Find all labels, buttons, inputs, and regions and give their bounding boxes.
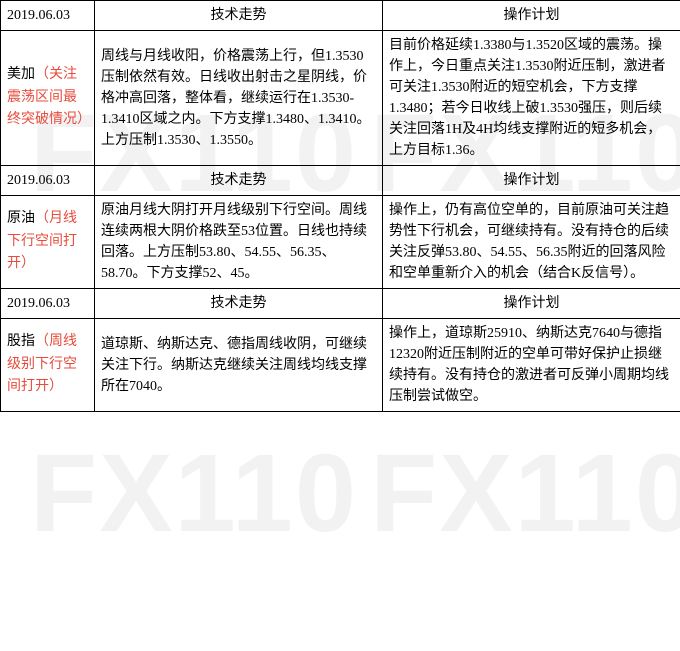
trend-cell: 原油月线大阴打开月线级别下行空间。周线连续两根大阴价格跌至53位置。日线也持续回…	[95, 196, 383, 289]
plan-cell: 操作上，仍有高位空单的，目前原油可关注趋势性下行机会，可继续持有。没有持仓的后续…	[383, 196, 680, 289]
instrument-cell: 原油（月线下行空间打开）	[1, 196, 95, 289]
date-cell: 2019.06.03	[1, 289, 95, 319]
instrument-cell: 股指（周线级别下行空间打开）	[1, 319, 95, 412]
trend-cell: 道琼斯、纳斯达克、德指周线收阴，可继续关注下行。纳斯达克继续关注周线均线支撑所在…	[95, 319, 383, 412]
watermark-text: FX110	[30, 430, 358, 557]
plan-header: 操作计划	[383, 1, 680, 31]
table-row: 原油（月线下行空间打开） 原油月线大阴打开月线级别下行空间。周线连续两根大阴价格…	[1, 196, 680, 289]
table-row: 2019.06.03 技术走势 操作计划	[1, 1, 680, 31]
trend-header: 技术走势	[95, 166, 383, 196]
plan-header: 操作计划	[383, 289, 680, 319]
instrument-name: 美加	[7, 67, 35, 82]
trend-header: 技术走势	[95, 1, 383, 31]
table-row: 2019.06.03 技术走势 操作计划	[1, 166, 680, 196]
plan-cell: 操作上，道琼斯25910、纳斯达克7640与德指12320附近压制附近的空单可带…	[383, 319, 680, 412]
trend-header: 技术走势	[95, 289, 383, 319]
instrument-name: 原油	[7, 211, 35, 226]
watermark-text: FX110	[370, 430, 680, 557]
analysis-table: 2019.06.03 技术走势 操作计划 美加（关注震荡区间最终突破情况） 周线…	[0, 0, 680, 412]
instrument-name: 股指	[7, 334, 35, 349]
instrument-cell: 美加（关注震荡区间最终突破情况）	[1, 31, 95, 166]
date-cell: 2019.06.03	[1, 166, 95, 196]
table-row: 美加（关注震荡区间最终突破情况） 周线与月线收阳，价格震荡上行，但1.3530压…	[1, 31, 680, 166]
plan-cell: 目前价格延续1.3380与1.3520区域的震荡。操作上，今日重点关注1.353…	[383, 31, 680, 166]
table-row: 股指（周线级别下行空间打开） 道琼斯、纳斯达克、德指周线收阴，可继续关注下行。纳…	[1, 319, 680, 412]
trend-cell: 周线与月线收阳，价格震荡上行，但1.3530压制依然有效。日线收出射击之星阴线，…	[95, 31, 383, 166]
plan-header: 操作计划	[383, 166, 680, 196]
date-cell: 2019.06.03	[1, 1, 95, 31]
table-row: 2019.06.03 技术走势 操作计划	[1, 289, 680, 319]
